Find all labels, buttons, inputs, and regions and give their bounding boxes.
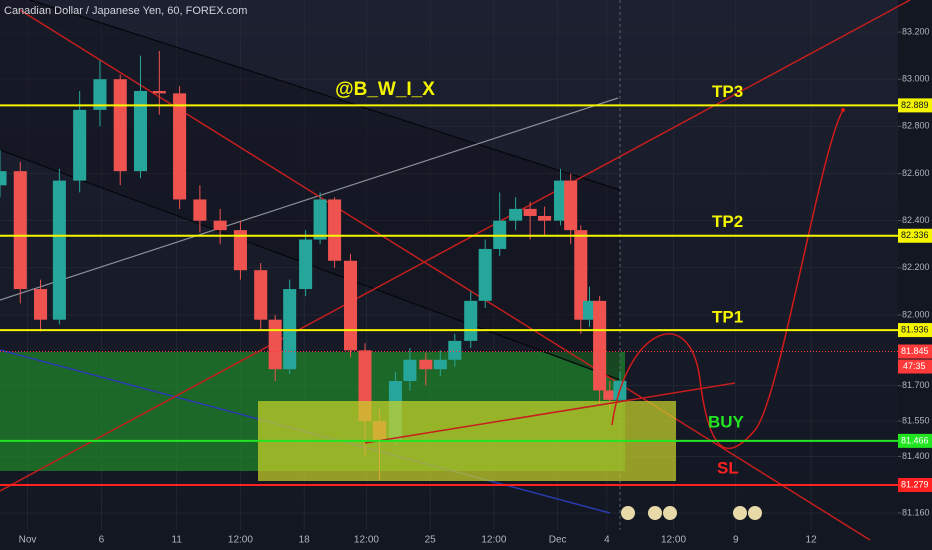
level-label: TP3 bbox=[712, 82, 743, 101]
candle-body bbox=[593, 300, 607, 391]
candle-body bbox=[113, 79, 127, 172]
candle-body bbox=[603, 390, 617, 400]
candle-body bbox=[523, 208, 537, 216]
price-badge-label: 81.466 bbox=[901, 435, 929, 445]
x-tick-label: 12:00 bbox=[228, 535, 253, 546]
price-badge-label: 81.936 bbox=[901, 324, 929, 334]
candle-body bbox=[574, 230, 588, 320]
level-label: TP2 bbox=[712, 212, 743, 231]
trend-line bbox=[19, 9, 871, 541]
candle-body bbox=[193, 199, 207, 221]
y-tick-label: 81.700 bbox=[902, 380, 930, 390]
level-label: BUY bbox=[708, 412, 745, 431]
x-tick-label: 18 bbox=[299, 535, 311, 546]
price-badge bbox=[898, 433, 932, 448]
x-tick-label: 4 bbox=[604, 535, 610, 546]
candle-body bbox=[299, 239, 313, 290]
event-icon bbox=[748, 506, 762, 520]
event-icons bbox=[621, 506, 762, 520]
candle-body bbox=[564, 180, 578, 231]
candle-body bbox=[448, 340, 462, 360]
price-badge bbox=[898, 98, 932, 113]
support-line bbox=[364, 382, 736, 444]
candle-body bbox=[133, 91, 148, 172]
chart-title: Canadian Dollar / Japanese Yen, 60, FORE… bbox=[4, 5, 247, 17]
candle-body bbox=[13, 171, 27, 290]
x-tick-label: 25 bbox=[425, 535, 437, 546]
candles bbox=[0, 50, 627, 481]
x-tick-label: 12:00 bbox=[481, 535, 506, 546]
y-tick-label: 82.200 bbox=[902, 262, 930, 272]
price-badge bbox=[898, 477, 932, 492]
price-axis bbox=[898, 0, 932, 550]
y-tick-label: 83.000 bbox=[902, 74, 930, 84]
y-tick-label: 82.400 bbox=[902, 215, 930, 225]
countdown-label: 47:35 bbox=[903, 361, 926, 371]
candle-body bbox=[152, 91, 166, 94]
event-icon bbox=[663, 506, 677, 520]
price-badge-label: 82.889 bbox=[901, 100, 929, 110]
candle-body bbox=[464, 300, 478, 341]
level-label: SL bbox=[717, 458, 739, 477]
x-tick-label: 12:00 bbox=[354, 535, 379, 546]
candle-body bbox=[433, 359, 447, 370]
trend-line bbox=[0, 97, 619, 301]
last-price-badge bbox=[898, 344, 932, 359]
candle-body bbox=[73, 109, 87, 181]
x-tick-label: 12:00 bbox=[661, 535, 686, 546]
trend-line bbox=[0, 0, 911, 492]
candle-body bbox=[478, 248, 492, 301]
x-tick-label: 11 bbox=[172, 535, 183, 546]
x-tick-label: Nov bbox=[19, 535, 37, 546]
candle-body bbox=[268, 319, 282, 370]
candle-body bbox=[554, 180, 568, 221]
event-icon bbox=[733, 506, 747, 520]
candle-body bbox=[52, 180, 66, 320]
levels: 82.889 TP3 82.336 TP2 81.936 TP1 81.466 BUY 81.2… bbox=[0, 82, 932, 492]
event-icon bbox=[648, 506, 662, 520]
candle-body bbox=[538, 215, 552, 221]
y-tick-label: 83.200 bbox=[902, 26, 930, 36]
candle-body bbox=[582, 300, 597, 320]
projection-end bbox=[841, 108, 845, 112]
candle-body bbox=[34, 289, 48, 320]
candle-body bbox=[254, 270, 268, 320]
y-tick-label: 82.600 bbox=[902, 168, 930, 178]
price-badge-label: 82.336 bbox=[901, 230, 929, 240]
x-tick-label: 6 bbox=[99, 535, 105, 546]
candle-body bbox=[233, 230, 247, 271]
event-icon bbox=[621, 506, 635, 520]
candle-body bbox=[509, 208, 523, 221]
y-tick-label: 82.800 bbox=[902, 121, 930, 131]
channel-line bbox=[29, 0, 621, 191]
time-axis bbox=[0, 530, 898, 550]
candle-body bbox=[403, 359, 417, 381]
candle-body bbox=[213, 220, 227, 231]
candle-body bbox=[173, 93, 187, 200]
x-tick-label: 9 bbox=[733, 535, 739, 546]
candle-body bbox=[93, 79, 107, 110]
price-badge bbox=[898, 228, 932, 243]
countdown-badge bbox=[898, 359, 932, 374]
x-tick-label: Dec bbox=[549, 535, 567, 546]
y-tick-label: 81.550 bbox=[902, 415, 930, 425]
y-tick-label: 82.000 bbox=[902, 309, 930, 319]
candle-body bbox=[313, 199, 327, 240]
watermark: @B_W_I_X bbox=[335, 79, 435, 100]
price-badge-label: 81.279 bbox=[901, 479, 929, 489]
candle-body bbox=[343, 260, 358, 351]
x-tick-label: 12 bbox=[806, 535, 818, 546]
candle-body bbox=[0, 171, 7, 186]
level-label: TP1 bbox=[712, 308, 743, 327]
price-badge bbox=[898, 323, 932, 338]
last-price-label: 81.845 bbox=[901, 346, 929, 356]
candle-body bbox=[419, 359, 433, 370]
candle-body bbox=[328, 199, 342, 261]
y-tick-label: 81.160 bbox=[902, 507, 930, 517]
y-tick-label: 81.400 bbox=[902, 451, 930, 461]
